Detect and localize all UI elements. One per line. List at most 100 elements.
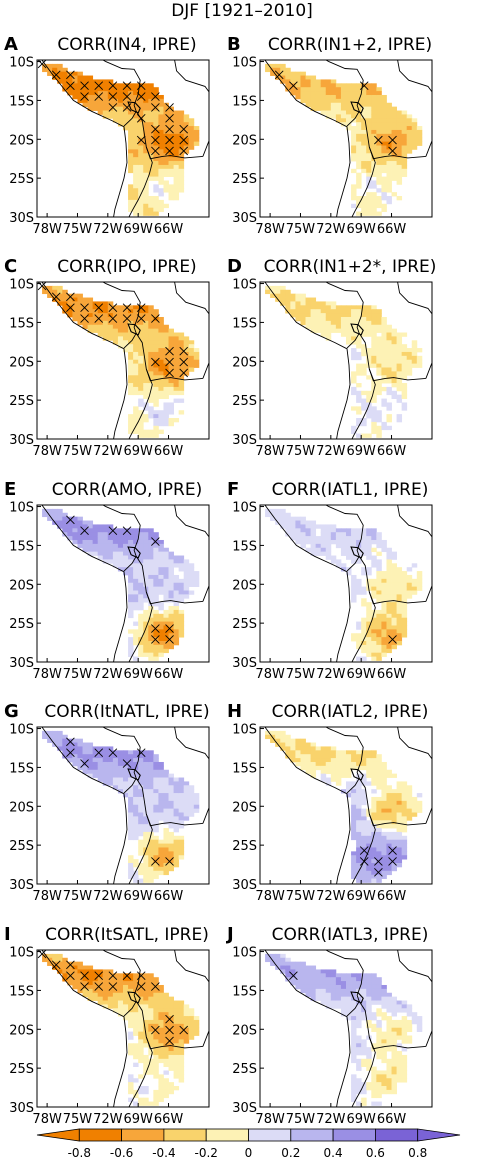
lat-tick-label: 10S [232,723,257,738]
lat-tick-label: 20S [232,355,257,370]
lat-tick-label: 30S [232,878,257,893]
lon-tick-label: 66W [377,1112,407,1127]
lat-tick-label: 25S [9,394,34,409]
lat-tick-label: 10S [232,56,257,71]
lat-tick-label: 20S [232,800,257,815]
lon-tick-label: 75W [63,444,93,459]
lon-tick-label: 72W [316,889,346,904]
panel-H-title: CORR(IATL2, IPRE) [272,702,429,722]
panel-I-letter: I [4,924,11,945]
panel-A-letter: A [4,34,18,55]
panel-E-letter: E [4,479,16,500]
lon-tick-label: 78W [255,222,285,237]
lon-tick-label: 72W [93,1112,123,1127]
lon-tick-label: 78W [32,1112,62,1127]
colorbar-segment [248,1128,292,1142]
panel-J-hatching [289,971,298,980]
lat-tick-label: 15S [232,94,257,109]
panel-H-boundaries [264,727,432,884]
lat-tick-label: 30S [9,656,34,671]
lon-tick-label: 75W [286,889,316,904]
colorbar-label: 0.2 [281,1146,300,1160]
colorbar-segment [374,1128,419,1142]
lon-tick-label: 78W [32,889,62,904]
lon-tick-label: 66W [154,667,184,682]
lat-tick-label: 15S [232,761,257,776]
panel-B-hatching [274,70,397,156]
panel-E-title: CORR(AMO, IPRE) [52,480,202,500]
colorbar-segment [163,1128,207,1142]
lat-tick-label: 20S [9,800,34,815]
panel-D-letter: D [227,256,242,277]
colorbar-label: -0.2 [194,1146,217,1160]
lon-tick-label: 75W [286,444,316,459]
lat-tick-label: 15S [232,539,257,554]
lon-tick-label: 69W [123,222,153,237]
lon-tick-label: 72W [93,889,123,904]
panel-C-field [42,285,200,438]
lat-tick-label: 15S [9,761,34,776]
colorbar: -0.8 -0.6 -0.4 -0.2 0 0.2 0.4 0.6 0.8 [36,1128,461,1160]
lat-tick-label: 30S [9,1101,34,1116]
colorbar-arrow-left [36,1128,80,1142]
lat-tick-label: 30S [232,211,257,226]
lat-tick-label: 20S [9,1023,34,1038]
lat-tick-label: 10S [232,278,257,293]
lon-tick-label: 69W [123,1112,153,1127]
lon-tick-label: 72W [316,667,346,682]
lat-tick-label: 15S [9,94,34,109]
lat-tick-label: 30S [9,433,34,448]
panel-G-frame [36,726,210,885]
lon-tick-label: 69W [346,222,376,237]
colorbar-label: -0.6 [110,1146,133,1160]
panel-H-frame [259,726,433,885]
lat-tick-label: 25S [232,394,257,409]
panel-G-boundaries [41,727,209,884]
lon-tick-label: 69W [123,444,153,459]
panel-A-boundaries [41,60,209,217]
panel-F-title: CORR(IATL1, IPRE) [272,480,429,500]
colorbar-segment [78,1128,123,1142]
lon-tick-label: 66W [154,222,184,237]
panel-J-title: CORR(IATL3, IPRE) [272,925,429,945]
lat-tick-label: 10S [9,946,34,961]
lat-tick-label: 15S [9,984,34,999]
panel-A-title: CORR(IN4, IPRE) [57,35,196,55]
panel-I-frame [36,949,210,1108]
lon-tick-label: 78W [255,889,285,904]
lon-tick-label: 78W [255,1112,285,1127]
lat-tick-label: 20S [232,578,257,593]
lon-tick-label: 69W [346,889,376,904]
lon-tick-label: 66W [377,667,407,682]
lon-tick-label: 66W [154,889,184,904]
lon-tick-label: 78W [32,444,62,459]
lat-tick-label: 30S [9,211,34,226]
panel-I-title: CORR(ItSATL, IPRE) [45,925,209,945]
panel-E-hatching [66,515,174,644]
panel-E-boundaries [41,505,209,662]
lat-tick-label: 10S [9,278,34,293]
lon-tick-label: 66W [377,889,407,904]
panel-I-field [42,953,200,1106]
lat-tick-label: 20S [9,133,34,148]
lat-tick-label: 25S [232,1062,257,1077]
panel-F-frame [259,504,433,663]
panel-B-field [265,63,423,216]
lon-tick-label: 72W [93,444,123,459]
panel-A-hatching [37,60,189,156]
panel-H-letter: H [227,701,242,722]
panel-E-field [42,508,200,661]
panel-A-field [42,63,200,216]
panel-G-title: CORR(ItNATL, IPRE) [44,702,209,722]
lon-tick-label: 72W [316,222,346,237]
panel-C-letter: C [4,256,17,277]
lon-tick-label: 75W [63,889,93,904]
